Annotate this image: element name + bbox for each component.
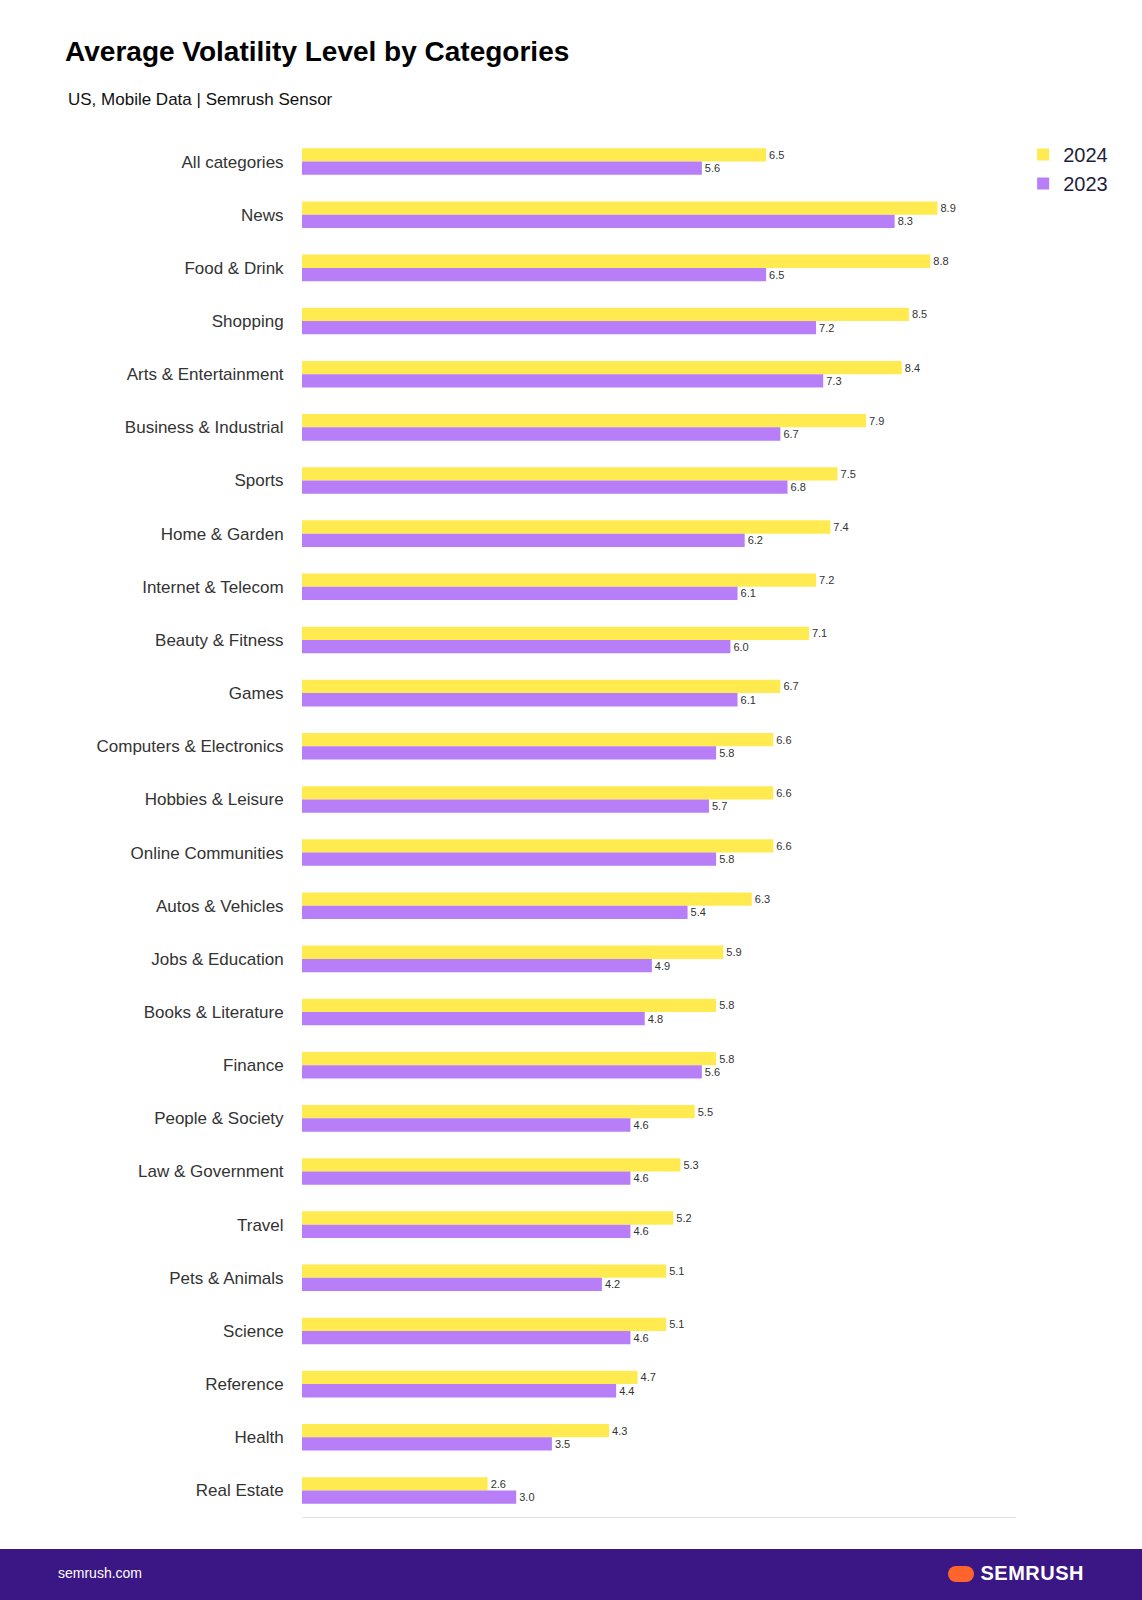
svg-text:Shopping: Shopping [212, 312, 284, 331]
svg-text:4.8: 4.8 [648, 1013, 663, 1025]
svg-text:8.4: 8.4 [905, 362, 920, 374]
svg-text:7.1: 7.1 [812, 627, 827, 639]
svg-text:5.2: 5.2 [676, 1212, 691, 1224]
svg-text:Jobs & Education: Jobs & Education [151, 950, 283, 969]
svg-text:5.3: 5.3 [683, 1159, 698, 1171]
svg-text:US, Mobile Data | Semrush Sens: US, Mobile Data | Semrush Sensor [68, 90, 333, 109]
svg-text:3.0: 3.0 [519, 1491, 534, 1503]
svg-text:7.4: 7.4 [833, 521, 848, 533]
svg-text:5.5: 5.5 [698, 1106, 713, 1118]
svg-text:6.1: 6.1 [741, 694, 756, 706]
svg-text:Arts & Entertainment: Arts & Entertainment [127, 365, 284, 384]
svg-text:6.6: 6.6 [776, 734, 791, 746]
svg-text:6.1: 6.1 [741, 587, 756, 599]
svg-text:Health: Health [234, 1428, 283, 1447]
svg-text:Home & Garden: Home & Garden [161, 525, 284, 544]
svg-text:Beauty & Fitness: Beauty & Fitness [155, 631, 284, 650]
svg-text:5.1: 5.1 [669, 1318, 684, 1330]
svg-text:5.1: 5.1 [669, 1265, 684, 1277]
svg-text:6.6: 6.6 [776, 840, 791, 852]
svg-text:2.6: 2.6 [491, 1478, 506, 1490]
svg-text:5.8: 5.8 [719, 853, 734, 865]
svg-text:6.2: 6.2 [748, 534, 763, 546]
svg-text:7.2: 7.2 [819, 574, 834, 586]
svg-text:Travel: Travel [237, 1216, 284, 1235]
svg-text:4.6: 4.6 [633, 1225, 648, 1237]
svg-text:8.3: 8.3 [898, 215, 913, 227]
svg-text:Games: Games [229, 684, 284, 703]
svg-text:6.7: 6.7 [783, 428, 798, 440]
svg-text:Law & Government: Law & Government [138, 1162, 284, 1181]
svg-text:5.8: 5.8 [719, 747, 734, 759]
svg-text:Reference: Reference [205, 1375, 283, 1394]
svg-text:6.5: 6.5 [769, 149, 784, 161]
svg-text:Sports: Sports [234, 471, 283, 490]
svg-text:6.3: 6.3 [755, 893, 770, 905]
svg-text:8.8: 8.8 [933, 255, 948, 267]
svg-text:8.9: 8.9 [940, 202, 955, 214]
html-text:semrush.com: semrush.com [58, 1565, 142, 1581]
svg-text:5.6: 5.6 [705, 1066, 720, 1078]
html-text:SEMRUSH: SEMRUSH [980, 1562, 1084, 1584]
svg-text:5.9: 5.9 [726, 946, 741, 958]
svg-text:Real Estate: Real Estate [196, 1481, 284, 1500]
svg-text:Online Communities: Online Communities [131, 844, 284, 863]
svg-text:4.6: 4.6 [633, 1332, 648, 1344]
svg-text:4.7: 4.7 [641, 1371, 656, 1383]
svg-text:7.3: 7.3 [826, 375, 841, 387]
svg-text:4.4: 4.4 [619, 1385, 634, 1397]
svg-text:2024: 2024 [1063, 144, 1108, 166]
svg-text:6.6: 6.6 [776, 787, 791, 799]
svg-text:4.9: 4.9 [655, 960, 670, 972]
svg-text:Food & Drink: Food & Drink [184, 259, 284, 278]
svg-text:6.5: 6.5 [769, 269, 784, 281]
svg-text:5.8: 5.8 [719, 1053, 734, 1065]
svg-text:All categories: All categories [182, 153, 284, 172]
svg-text:5.4: 5.4 [691, 906, 706, 918]
svg-text:Finance: Finance [223, 1056, 283, 1075]
svg-text:Business & Industrial: Business & Industrial [125, 418, 284, 437]
svg-text:5.6: 5.6 [705, 162, 720, 174]
svg-text:4.6: 4.6 [633, 1172, 648, 1184]
svg-text:Internet & Telecom: Internet & Telecom [142, 578, 283, 597]
svg-text:Hobbies & Leisure: Hobbies & Leisure [145, 790, 284, 809]
svg-text:5.7: 5.7 [712, 800, 727, 812]
svg-text:5.8: 5.8 [719, 999, 734, 1011]
svg-text:Pets & Animals: Pets & Animals [169, 1269, 283, 1288]
svg-text:Books & Literature: Books & Literature [144, 1003, 284, 1022]
svg-text:Computers & Electronics: Computers & Electronics [97, 737, 284, 756]
svg-text:Average Volatility Level by Ca: Average Volatility Level by Categories [65, 36, 569, 67]
svg-text:6.7: 6.7 [783, 680, 798, 692]
svg-text:7.2: 7.2 [819, 322, 834, 334]
svg-text:People & Society: People & Society [154, 1109, 284, 1128]
svg-text:2023: 2023 [1063, 173, 1108, 195]
svg-text:6.8: 6.8 [791, 481, 806, 493]
svg-text:Science: Science [223, 1322, 283, 1341]
svg-text:8.5: 8.5 [912, 308, 927, 320]
svg-text:7.5: 7.5 [841, 468, 856, 480]
svg-text:3.5: 3.5 [555, 1438, 570, 1450]
svg-text:News: News [241, 206, 284, 225]
svg-text:4.6: 4.6 [633, 1119, 648, 1131]
svg-text:Autos & Vehicles: Autos & Vehicles [156, 897, 284, 916]
svg-text:6.0: 6.0 [733, 641, 748, 653]
svg-text:7.9: 7.9 [869, 415, 884, 427]
svg-text:4.2: 4.2 [605, 1278, 620, 1290]
svg-text:4.3: 4.3 [612, 1425, 627, 1437]
